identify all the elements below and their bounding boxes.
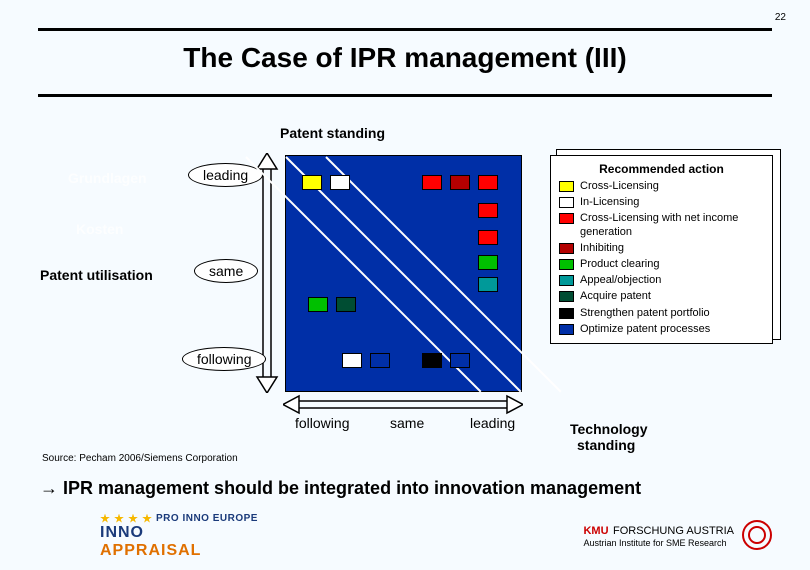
- legend-item: Strengthen patent portfolio: [559, 307, 764, 320]
- legend-item: Cross-Licensing: [559, 180, 764, 193]
- x-axis-title-l1: Technology: [570, 421, 648, 437]
- kmu-black-text-1: FORSCHUNG AUSTRIA: [613, 525, 734, 537]
- conclusion-text: IPR management should be integrated into…: [63, 478, 641, 498]
- legend-swatch: [559, 181, 574, 192]
- conclusion-line: → IPR management should be integrated in…: [40, 478, 641, 499]
- top-rule: [38, 28, 772, 31]
- legend-label: Appeal/objection: [580, 274, 661, 287]
- footer-left-logo: PRO INNO EUROPE INNO APPRAISAL: [100, 513, 258, 560]
- legend-swatch: [559, 243, 574, 254]
- y-left-label: Patent utilisation: [40, 267, 153, 283]
- legend-swatch: [559, 324, 574, 335]
- eu-stars-icon: PRO INNO EUROPE: [100, 513, 258, 524]
- matrix-cell: [308, 297, 328, 312]
- legend-item: Acquire patent: [559, 290, 764, 303]
- legend-item: Inhibiting: [559, 242, 764, 255]
- legend-item: Product clearing: [559, 258, 764, 271]
- x-tick-same: same: [390, 415, 424, 431]
- matrix-cell: [370, 353, 390, 368]
- matrix-cell: [302, 175, 322, 190]
- legend-swatch: [559, 213, 574, 224]
- legend-swatch: [559, 259, 574, 270]
- matrix-cell: [478, 255, 498, 270]
- legend-swatch: [559, 308, 574, 319]
- legend-box: Recommended action Cross-Licensing In-Lic…: [550, 155, 773, 344]
- x-axis-arrow-icon: [283, 393, 523, 417]
- legend-swatch: [559, 275, 574, 286]
- matrix-cell: [330, 175, 350, 190]
- matrix-cell: [336, 297, 356, 312]
- legend-item: Cross-Licensing with net income generati…: [559, 212, 764, 238]
- kmu-black-text-2: Austrian Institute for SME Research: [583, 539, 734, 549]
- legend-label: Cross-Licensing with net income generati…: [580, 212, 764, 238]
- legend-label: In-Licensing: [580, 196, 639, 209]
- action-matrix: [285, 155, 522, 392]
- ghost-label-1: Grundlagen: [68, 170, 147, 186]
- matrix-cell: [422, 353, 442, 368]
- chart-area: Patent standing Grundlagen Kosten Patent…: [40, 125, 775, 435]
- legend-item: Appeal/objection: [559, 274, 764, 287]
- brand-pro-inno: PRO INNO EUROPE: [156, 513, 258, 524]
- matrix-cell: [478, 230, 498, 245]
- legend-label: Product clearing: [580, 258, 660, 271]
- source-line: Source: Pecham 2006/Siemens Corporation: [42, 453, 238, 464]
- x-tick-leading: leading: [470, 415, 515, 431]
- kmu-circle-icon: [742, 520, 772, 550]
- legend-swatch: [559, 291, 574, 302]
- matrix-cell: [450, 175, 470, 190]
- legend-label: Cross-Licensing: [580, 180, 659, 193]
- y-axis-title: Patent standing: [280, 125, 385, 141]
- conclusion-arrow-icon: →: [40, 478, 58, 498]
- legend-item: In-Licensing: [559, 196, 764, 209]
- mid-rule: [38, 94, 772, 97]
- matrix-cell: [422, 175, 442, 190]
- matrix-cell: [342, 353, 362, 368]
- matrix-cell: [478, 175, 498, 190]
- brand-inno-icon: INNO: [100, 524, 144, 542]
- footer-right-logo: KMU FORSCHUNG AUSTRIA Austrian Institute…: [583, 520, 772, 550]
- legend-label: Strengthen patent portfolio: [580, 307, 710, 320]
- matrix-cell: [478, 277, 498, 292]
- matrix-cell: [478, 203, 498, 218]
- legend-item: Optimize patent processes: [559, 323, 764, 336]
- page-number: 22: [775, 12, 786, 23]
- x-axis-title-l2: standing: [577, 437, 635, 453]
- ghost-label-2: Kosten: [76, 221, 123, 237]
- legend-label: Inhibiting: [580, 242, 624, 255]
- legend-swatch: [559, 197, 574, 208]
- matrix-cell: [450, 353, 470, 368]
- legend-label: Optimize patent processes: [580, 323, 710, 336]
- matrix-diagonal: [285, 156, 521, 392]
- y-tick-leading: leading: [188, 163, 263, 187]
- slide-title: The Case of IPR management (III): [0, 42, 810, 74]
- legend-title: Recommended action: [559, 162, 764, 176]
- x-tick-following: following: [295, 415, 349, 431]
- legend-label: Acquire patent: [580, 290, 651, 303]
- y-tick-following: following: [182, 347, 266, 371]
- brand-appraisal: APPRAISAL: [100, 542, 201, 560]
- y-tick-same: same: [194, 259, 258, 283]
- kmu-red-text: KMU: [583, 525, 608, 537]
